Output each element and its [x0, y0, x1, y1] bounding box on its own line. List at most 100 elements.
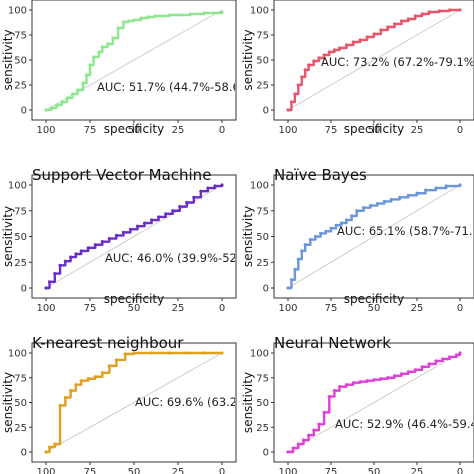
- roc-point: [350, 214, 354, 218]
- roc-point: [286, 108, 290, 112]
- y-tick-label: 50: [14, 56, 27, 67]
- roc-point: [171, 209, 175, 213]
- reference-diagonal: [45, 352, 223, 453]
- y-axis-label: sensitivity: [1, 29, 15, 90]
- y-tick-label: 100: [8, 349, 27, 360]
- roc-point: [332, 389, 337, 393]
- roc-point: [164, 212, 168, 216]
- x-tick-label: 75: [325, 125, 338, 136]
- roc-point: [202, 351, 206, 355]
- roc-point: [293, 267, 297, 272]
- roc-point: [100, 371, 104, 375]
- roc-point: [434, 359, 438, 363]
- roc-point: [420, 12, 424, 16]
- panel-title: K-nearest neighbour: [32, 334, 184, 352]
- roc-point: [146, 15, 150, 19]
- roc-point: [49, 106, 53, 110]
- roc-point: [338, 46, 342, 50]
- y-axis-label: sensitivity: [1, 206, 15, 267]
- roc-point: [157, 215, 161, 219]
- roc-point: [313, 234, 318, 239]
- roc-point: [139, 16, 143, 20]
- roc-point: [344, 383, 349, 387]
- auc-annotation: AUC: 73.2% (67.2%-79.1%): [321, 55, 474, 69]
- roc-point: [379, 28, 383, 32]
- roc-point: [358, 38, 362, 42]
- roc-point: [100, 45, 104, 49]
- roc-point: [114, 358, 118, 362]
- roc-point: [132, 18, 136, 22]
- roc-point: [167, 351, 171, 355]
- x-tick-label: 100: [278, 467, 297, 474]
- auc-annotation: AUC: 51.7% (44.7%-58.6%: [97, 80, 251, 94]
- roc-point: [44, 450, 48, 454]
- roc-point: [415, 191, 419, 195]
- roc-point: [393, 374, 397, 378]
- roc-point: [63, 395, 67, 400]
- auc-annotation: AUC: 65.1% (58.7%-71.6: [337, 224, 474, 238]
- roc-point: [81, 81, 85, 85]
- y-tick-label: 100: [250, 6, 269, 17]
- roc-point: [121, 230, 126, 234]
- roc-point: [308, 237, 312, 242]
- roc-point: [444, 184, 448, 188]
- roc-point: [107, 364, 111, 368]
- panel-title: Support Vector Machine: [32, 166, 211, 184]
- roc-point: [386, 376, 390, 380]
- roc-point: [185, 200, 189, 205]
- x-tick-label: 0: [457, 467, 463, 474]
- roc-point: [54, 103, 59, 107]
- roc-point: [160, 14, 164, 18]
- roc-panel-3: Support Vector Machine 0 25 50 75 100 100 75 50 2…: [1, 166, 237, 314]
- roc-point: [286, 286, 290, 290]
- roc-point: [322, 410, 326, 414]
- y-tick-label: 50: [14, 398, 27, 409]
- roc-point: [128, 227, 133, 231]
- x-tick-label: 25: [411, 303, 424, 314]
- x-tick-label: 50: [128, 125, 141, 136]
- roc-point: [372, 378, 376, 382]
- panel-title: Naïve Bayes: [274, 166, 367, 184]
- roc-point: [44, 286, 48, 290]
- roc-point: [53, 442, 57, 446]
- roc-panel-2: 0 25 50 75 100 100 75 50 25 0 sensitivity specifici…: [241, 0, 474, 136]
- roc-point: [448, 355, 452, 359]
- x-axis-label: specificity: [344, 122, 404, 136]
- roc-point: [307, 433, 311, 437]
- roc-point: [76, 88, 80, 92]
- roc-point: [458, 183, 462, 187]
- roc-point: [319, 231, 323, 236]
- roc-point: [100, 240, 104, 244]
- y-tick-label: 50: [256, 398, 269, 409]
- roc-point: [88, 63, 92, 67]
- roc-point: [458, 8, 462, 12]
- roc-point: [327, 50, 331, 54]
- y-tick-label: 75: [14, 31, 27, 42]
- roc-point: [153, 14, 157, 18]
- roc-point: [296, 442, 300, 446]
- x-tick-label: 75: [84, 467, 97, 474]
- roc-point: [192, 195, 196, 199]
- roc-point: [322, 53, 326, 57]
- panel-title: Neural Network: [274, 334, 391, 352]
- roc-point: [389, 197, 393, 202]
- y-axis-label: sensitivity: [241, 206, 255, 267]
- x-tick-label: 50: [128, 303, 141, 314]
- roc-point: [116, 26, 120, 30]
- roc-panel-6: Neural Network 0 25 50 75 100 100 75 50 25 0 sensit…: [241, 334, 474, 474]
- x-tick-label: 0: [219, 125, 225, 136]
- y-tick-label: 25: [14, 423, 27, 434]
- roc-point: [317, 56, 321, 60]
- roc-point: [199, 189, 203, 193]
- y-tick-label: 75: [256, 31, 269, 42]
- roc-point: [441, 357, 445, 361]
- roc-point: [47, 445, 52, 449]
- roc-point: [65, 96, 69, 100]
- roc-point: [355, 209, 359, 213]
- roc-point: [220, 10, 224, 14]
- roc-point: [63, 259, 67, 263]
- roc-point: [296, 257, 300, 261]
- roc-point: [334, 223, 338, 227]
- y-tick-label: 25: [256, 258, 269, 269]
- roc-point: [312, 59, 316, 63]
